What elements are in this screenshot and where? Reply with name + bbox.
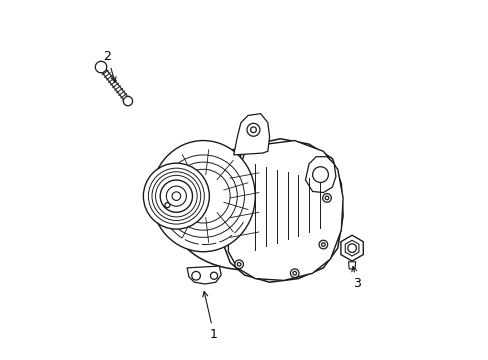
Polygon shape — [305, 157, 335, 193]
Circle shape — [166, 186, 186, 206]
Circle shape — [123, 96, 132, 106]
Circle shape — [164, 203, 169, 208]
Polygon shape — [224, 139, 343, 282]
Ellipse shape — [151, 140, 255, 252]
Polygon shape — [228, 140, 343, 280]
Circle shape — [148, 168, 204, 224]
Circle shape — [321, 243, 325, 246]
Ellipse shape — [170, 148, 329, 270]
Circle shape — [250, 127, 256, 133]
Circle shape — [152, 172, 201, 221]
Circle shape — [325, 196, 328, 200]
Circle shape — [347, 244, 356, 252]
Circle shape — [237, 262, 241, 266]
Text: 3: 3 — [351, 266, 361, 291]
Circle shape — [161, 199, 174, 212]
Circle shape — [246, 123, 260, 136]
Text: 2: 2 — [103, 50, 116, 82]
Circle shape — [143, 163, 209, 229]
Circle shape — [160, 180, 192, 212]
Polygon shape — [233, 114, 269, 155]
Polygon shape — [187, 266, 221, 284]
Polygon shape — [345, 240, 358, 256]
Circle shape — [172, 192, 180, 201]
Text: 1: 1 — [203, 292, 218, 341]
Circle shape — [292, 271, 296, 275]
Polygon shape — [340, 235, 363, 261]
Circle shape — [210, 272, 217, 279]
Circle shape — [312, 167, 328, 183]
Circle shape — [234, 260, 243, 269]
Circle shape — [322, 194, 330, 202]
Circle shape — [155, 175, 197, 217]
Circle shape — [290, 269, 298, 278]
Polygon shape — [348, 262, 355, 269]
Circle shape — [95, 61, 106, 73]
Circle shape — [319, 240, 327, 249]
Polygon shape — [161, 169, 188, 220]
Circle shape — [191, 271, 200, 280]
Circle shape — [166, 179, 175, 188]
